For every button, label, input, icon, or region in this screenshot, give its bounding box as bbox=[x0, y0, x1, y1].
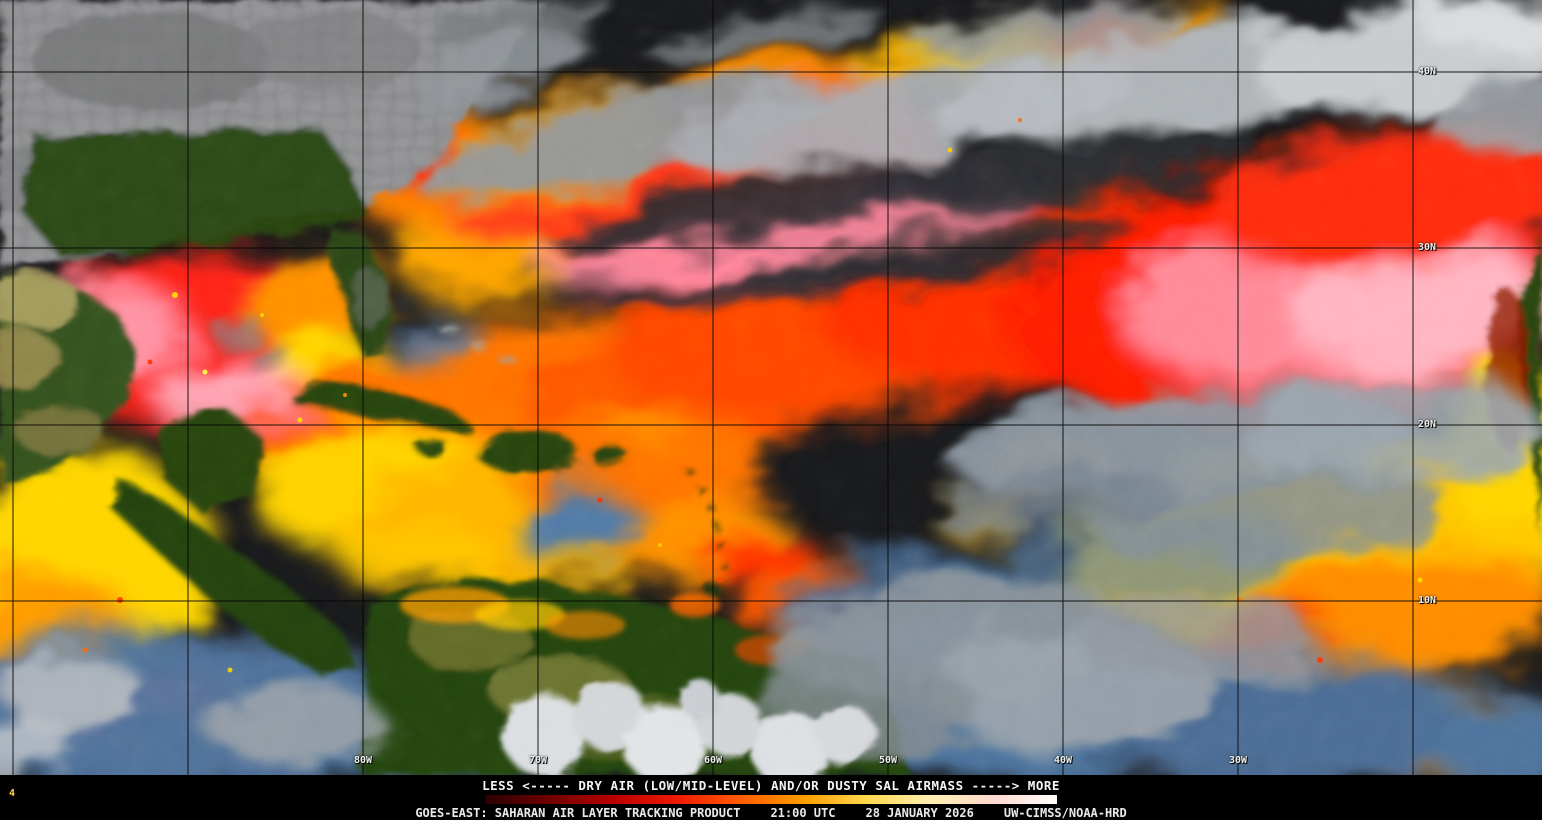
colorbar-label: LESS <----- DRY AIR (LOW/MID-LEVEL) AND/… bbox=[482, 778, 1060, 793]
frame-number: 4 bbox=[9, 788, 16, 799]
lat-label-10n: 10N bbox=[1418, 595, 1437, 606]
graticule-grid-lines bbox=[0, 0, 1542, 775]
lat-label-40n: 40N bbox=[1418, 66, 1437, 77]
legend-bar: 4 LESS <----- DRY AIR (LOW/MID-LEVEL) AN… bbox=[0, 775, 1542, 820]
lat-label-20n: 20N bbox=[1418, 419, 1437, 430]
lon-label-70w: 70W bbox=[528, 755, 548, 766]
lat-label-30n: 30N bbox=[1418, 242, 1437, 253]
product-time: 21:00 UTC bbox=[770, 806, 836, 820]
lon-label-60w: 60W bbox=[703, 755, 723, 766]
product-caption: GOES-EAST: SAHARAN AIR LAYER TRACKING PR… bbox=[0, 806, 1542, 820]
product-credit: UW-CIMSS/NOAA-HRD bbox=[1003, 806, 1127, 820]
product-date: 28 JANUARY 2026 bbox=[865, 806, 974, 820]
lon-label-30w: 30W bbox=[1228, 755, 1248, 766]
lon-label-40w: 40W bbox=[1053, 755, 1073, 766]
lon-label-80w: 80W bbox=[353, 755, 373, 766]
lon-label-50w: 50W bbox=[878, 755, 898, 766]
satellite-imagery bbox=[0, 0, 1542, 775]
satellite-map: 40N 30N 20N 10N 80W 70W 60W 50W 40W 30W bbox=[0, 0, 1542, 775]
sal-colorbar bbox=[485, 795, 1057, 804]
coarse-noise-texture bbox=[0, 0, 1542, 775]
product-title: GOES-EAST: SAHARAN AIR LAYER TRACKING PR… bbox=[415, 806, 741, 820]
